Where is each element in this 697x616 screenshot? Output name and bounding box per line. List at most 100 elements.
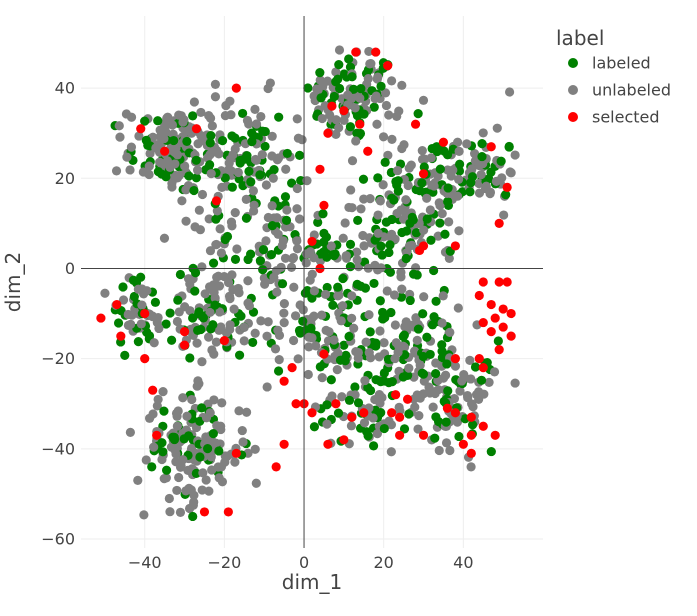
unlabeled-point [434,445,444,456]
unlabeled-point [320,289,331,300]
labeled-point [476,375,487,385]
unlabeled-point [334,45,345,55]
unlabeled-point [145,148,155,159]
unlabeled-point [346,185,356,195]
unlabeled-point [438,373,449,383]
legend-item-selected[interactable]: selected [568,108,660,127]
unlabeled-point [510,378,520,388]
selected-point [160,146,170,156]
labeled-point [210,300,220,310]
labeled-point [349,84,359,94]
selected-point [486,299,496,310]
unlabeled-point [263,212,273,223]
unlabeled-point [230,208,240,218]
unlabeled-point [292,244,303,254]
unlabeled-point [339,115,349,125]
unlabeled-point [390,320,400,330]
unlabeled-point [288,335,299,346]
unlabeled-point [375,196,385,206]
unlabeled-point [123,320,133,330]
labeled-point [356,84,366,94]
unlabeled-point [185,279,195,289]
labeled-point [205,138,215,148]
unlabeled-point [413,424,423,434]
unlabeled-point [457,376,467,386]
labeled-point [118,282,128,292]
labeled-point [133,336,143,347]
unlabeled-point [467,164,477,174]
y-tick-label: 40 [55,79,75,98]
labeled-point [427,320,438,330]
labeled-point [158,447,168,457]
unlabeled-point [393,165,403,176]
unlabeled-point [404,163,414,173]
unlabeled-point [195,225,205,235]
selected-point [490,313,500,323]
unlabeled-point [462,139,472,149]
selected-point [414,245,425,256]
unlabeled-point [134,131,144,141]
unlabeled-point [182,411,192,421]
unlabeled-point [230,457,240,467]
unlabeled-point [381,100,392,111]
labeled-point [435,164,445,174]
legend-item-unlabeled[interactable]: unlabeled [568,81,671,100]
selected-point [211,196,222,206]
unlabeled-point [197,262,207,272]
labeled-point [376,241,386,251]
labeled-point [173,295,183,305]
unlabeled-point [270,344,281,354]
unlabeled-point [233,167,243,178]
unlabeled-point [180,302,190,312]
labeled-point [266,249,277,260]
selected-point [319,200,329,210]
selected-point [96,313,106,323]
unlabeled-point [390,353,400,364]
labeled-point [358,174,369,184]
unlabeled-point [227,221,237,231]
labeled-point [182,136,192,147]
labeled-point [344,54,354,64]
selected-point [442,403,453,413]
unlabeled-point [485,189,495,199]
unlabeled-point [282,205,292,215]
unlabeled-point [137,300,147,310]
selected-point [410,119,421,129]
labeled-point [429,312,439,322]
labeled-point [401,253,411,264]
selected-point [418,169,429,179]
unlabeled-point [352,247,362,257]
legend-item-labeled[interactable]: labeled [568,54,651,73]
unlabeled-point [263,317,273,327]
labeled-point [405,295,415,306]
unlabeled-point [302,176,312,186]
unlabeled-point [172,411,182,421]
labeled-point [217,136,228,146]
unlabeled-point [484,377,494,387]
labeled-point [282,148,292,159]
unlabeled-point [272,287,282,297]
unlabeled-point [365,59,375,69]
selected-point [494,345,504,355]
unlabeled-point [338,233,348,243]
unlabeled-point [343,90,353,100]
selected-point [339,106,349,116]
labeled-point [129,291,139,302]
selected-point [339,435,349,445]
labeled-point [195,416,205,426]
labeled-point [331,77,341,87]
unlabeled-point [274,354,284,365]
labeled-point [120,350,130,360]
labeled-point [419,162,429,172]
labeled-point [211,214,221,224]
selected-point [494,277,504,287]
legend[interactable]: label labeled unlabeled selected [556,26,671,127]
unlabeled-point [237,425,247,436]
unlabeled-point [279,299,289,309]
unlabeled-point [172,150,183,160]
labeled-point [379,423,389,434]
selected-point [179,326,190,337]
labeled-point [214,446,224,456]
selected-point [494,218,504,228]
unlabeled-point [238,437,248,447]
